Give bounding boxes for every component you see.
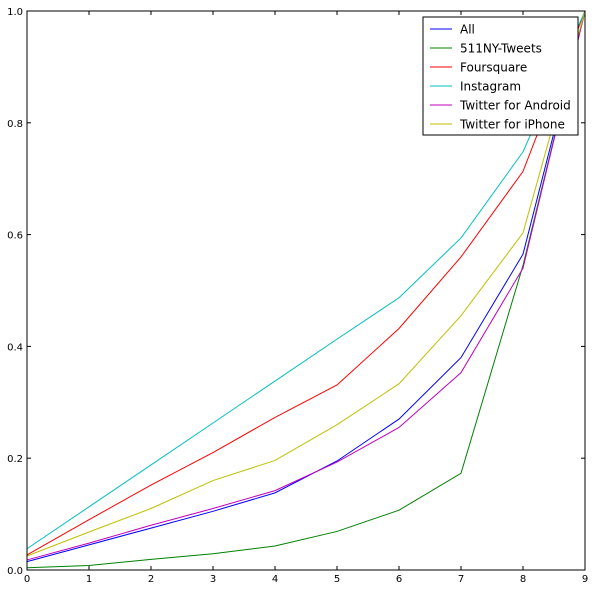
legend-label-2: Foursquare: [460, 61, 527, 75]
x-tick-label: 8: [520, 574, 526, 585]
series-line-5: [26, 10, 586, 557]
x-tick-label: 3: [210, 574, 216, 585]
legend-label-1: 511NY-Tweets: [460, 42, 542, 56]
legend-label-0: All: [460, 23, 475, 37]
series-layer: [26, 10, 586, 569]
legend: All 511NY-Tweets Foursquare Instagram Twitte…: [422, 16, 579, 136]
x-tick-label: 1: [86, 574, 92, 585]
series-line-4: [26, 10, 586, 561]
plot-frame: [26, 10, 586, 571]
x-tick-label: 6: [396, 574, 402, 585]
y-tick-label: 0.0: [7, 566, 23, 577]
x-tick-label: 2: [148, 574, 154, 585]
legend-label-5: Twitter for iPhone: [459, 118, 565, 132]
legend-label-3: Instagram: [460, 80, 521, 94]
y-tick-label: 0.2: [7, 454, 23, 465]
x-tick-label: 7: [458, 574, 464, 585]
legend-box: [422, 16, 579, 136]
y-tick-label: 0.4: [7, 342, 23, 353]
legend-label-4: Twitter for Android: [459, 99, 571, 113]
y-tick-label: 1.0: [7, 7, 23, 18]
series-line-0: [26, 10, 586, 563]
x-tick-label: 0: [24, 574, 30, 585]
y-tick-label: 0.8: [7, 119, 23, 130]
ticks-layer: 0 1 2 3 4 5 6 7 8 9 0.0 0.2 0.4 0.6 0.8 1.0: [7, 7, 588, 585]
x-tick-label: 4: [272, 574, 278, 585]
series-line-3: [26, 10, 586, 550]
y-tick-label: 0.6: [7, 231, 23, 242]
x-tick-label: 9: [582, 574, 588, 585]
series-line-2: [26, 10, 586, 556]
x-tick-label: 5: [334, 574, 340, 585]
series-line-1: [26, 10, 586, 569]
